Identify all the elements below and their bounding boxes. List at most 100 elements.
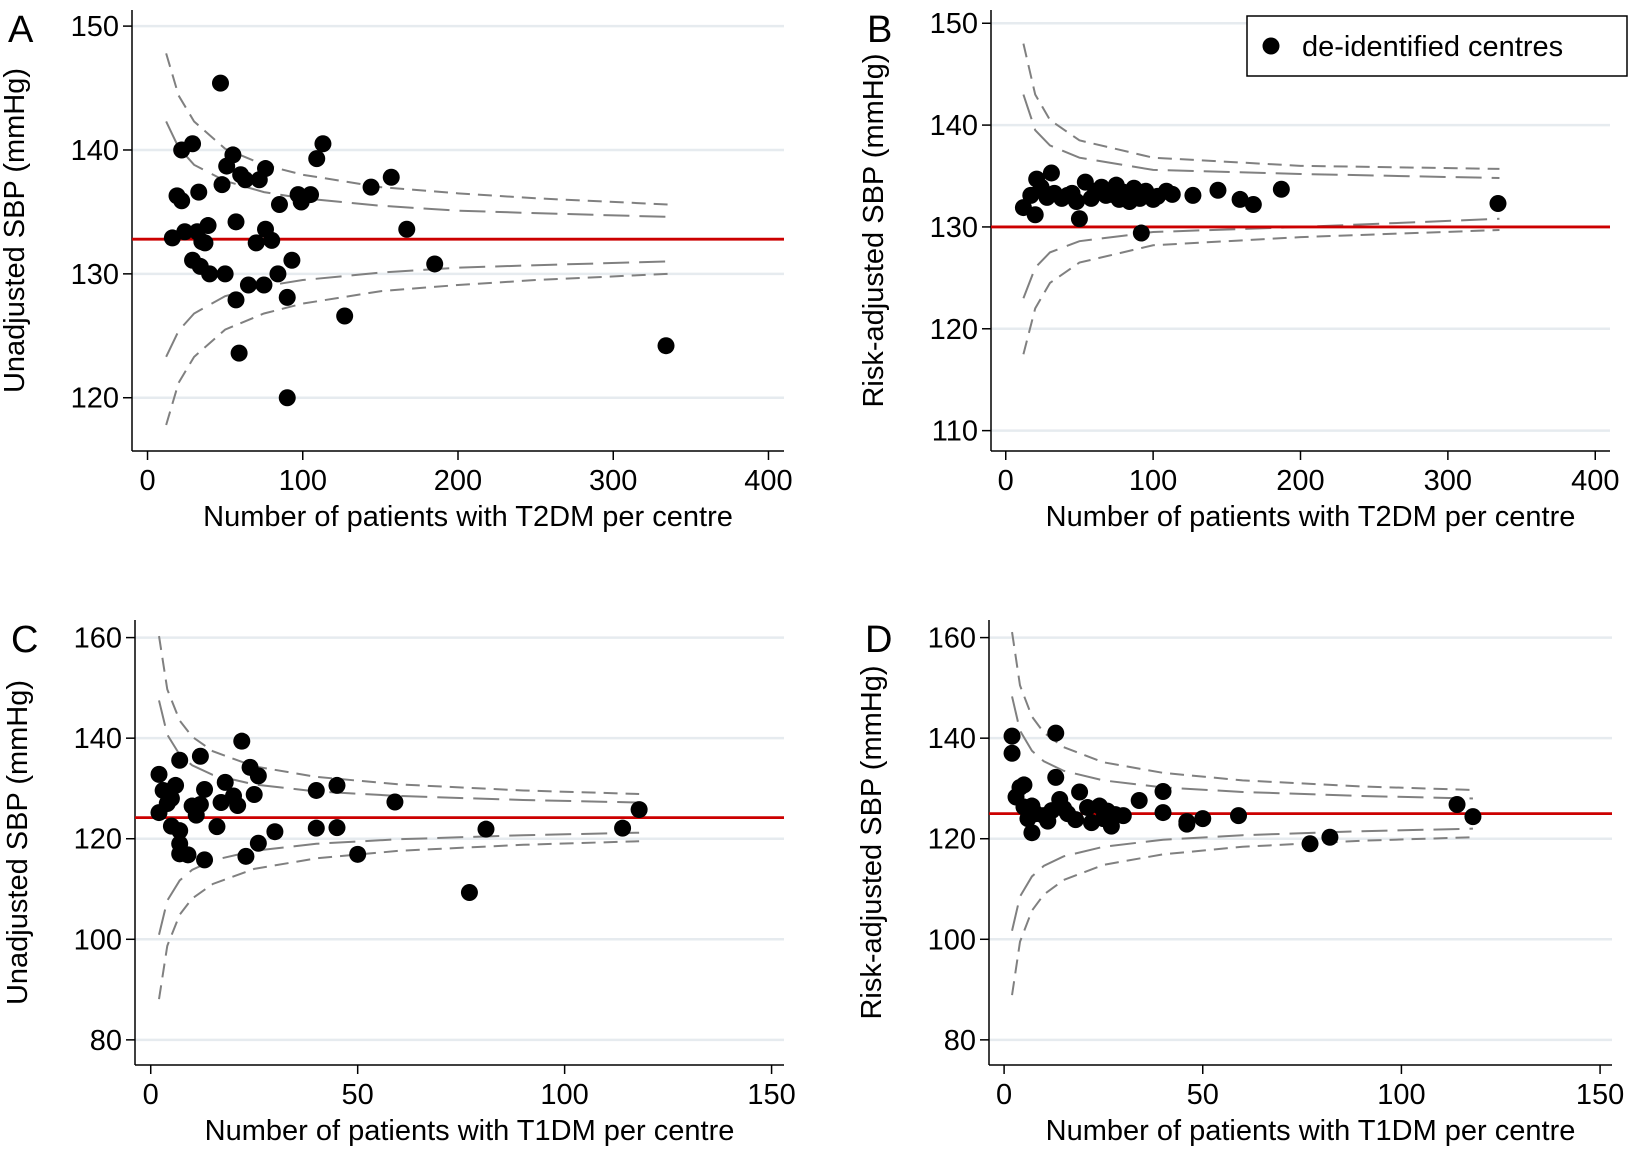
- panel: 80 100 120 140 160 0 50 100 150 C Unadjusted SBP (…: [2, 619, 796, 1147]
- data-point: [1047, 724, 1065, 742]
- control-limit: [1022, 94, 1500, 180]
- legend-box: [1246, 15, 1628, 77]
- data-point: [1178, 815, 1196, 833]
- panel-letter: A: [8, 9, 34, 51]
- panel: 110 120 130 140 150 0 100 200 300 400 BRisk-adjust…: [858, 8, 1628, 533]
- x-axis-title: Number of patients with T2DM per centre: [1046, 501, 1576, 533]
- panel-letter: C: [11, 619, 38, 661]
- data-point: [249, 834, 267, 852]
- y-tick-label: 150: [930, 8, 978, 40]
- control-limit: [165, 53, 668, 206]
- data-point: [1301, 835, 1319, 853]
- data-point: [199, 217, 217, 235]
- legend-marker: [1262, 37, 1280, 55]
- data-point: [196, 780, 214, 798]
- data-point: [213, 176, 231, 194]
- panel: 120 130 140 150 0 100 200 300 400 A Unadjusted SBP…: [0, 9, 793, 533]
- x-axis-title: Number of patients with T2DM per centre: [203, 501, 733, 533]
- data-point: [176, 223, 194, 241]
- x-axis-title: Number of patients with T1DM per centre: [1046, 1115, 1576, 1147]
- control-limit: [1022, 43, 1500, 170]
- x-tick-label: 400: [744, 465, 792, 497]
- data-point: [249, 767, 267, 785]
- y-tick-label: 130: [930, 212, 978, 244]
- x-tick-label: 50: [1187, 1079, 1219, 1111]
- data-point: [386, 793, 404, 811]
- data-point: [1272, 180, 1290, 198]
- y-axis-title: Risk-adjusted SBP (mmHg): [856, 665, 888, 1019]
- data-point: [236, 171, 254, 189]
- data-point: [1244, 196, 1262, 214]
- y-tick-label: 160: [928, 623, 976, 655]
- y-tick-label: 140: [928, 723, 976, 755]
- data-point: [196, 851, 214, 869]
- x-tick-label: 100: [1377, 1079, 1425, 1111]
- y-tick-label: 140: [74, 723, 122, 755]
- data-point: [1194, 810, 1212, 828]
- x-tick-label: 300: [589, 465, 637, 497]
- control-limit: [165, 272, 668, 426]
- data-point: [1154, 804, 1172, 822]
- y-tick-label: 120: [928, 824, 976, 856]
- data-point: [1071, 783, 1089, 801]
- y-tick-label: 120: [71, 383, 119, 415]
- data-point: [1163, 185, 1181, 203]
- data-point: [190, 183, 208, 201]
- control-limit: [1022, 217, 1500, 299]
- control-limit: [1011, 696, 1473, 800]
- data-point: [191, 796, 209, 814]
- data-point: [269, 265, 287, 283]
- data-point: [1230, 807, 1248, 825]
- y-axis-title: Unadjusted SBP (mmHg): [2, 680, 34, 1005]
- data-point: [349, 845, 367, 863]
- control-limit: [1011, 631, 1473, 791]
- control-limit: [158, 840, 640, 1000]
- data-point: [171, 751, 189, 769]
- x-tick-label: 150: [1576, 1079, 1624, 1111]
- data-point: [230, 344, 248, 362]
- control-limit: [1011, 827, 1473, 931]
- x-tick-label: 0: [139, 465, 155, 497]
- data-point: [477, 820, 495, 838]
- data-point: [336, 307, 354, 325]
- y-tick-label: 100: [74, 924, 122, 956]
- y-tick-label: 120: [930, 314, 978, 346]
- x-tick-label: 100: [279, 465, 327, 497]
- x-axis-title: Number of patients with T1DM per centre: [205, 1115, 735, 1147]
- data-point: [328, 819, 346, 837]
- data-point: [270, 195, 288, 213]
- data-point: [245, 785, 263, 803]
- data-point: [167, 776, 185, 794]
- data-point: [1154, 782, 1172, 800]
- data-point: [1023, 824, 1041, 842]
- data-point: [1184, 186, 1202, 204]
- y-axis-title: Unadjusted SBP (mmHg): [0, 68, 31, 393]
- data-point: [216, 773, 234, 791]
- data-point: [1464, 808, 1482, 826]
- x-tick-label: 100: [540, 1079, 588, 1111]
- data-point: [382, 168, 400, 186]
- x-tick-label: 0: [143, 1079, 159, 1111]
- data-point: [1003, 744, 1021, 762]
- y-tick-label: 100: [928, 924, 976, 956]
- data-point: [227, 213, 245, 231]
- y-tick-label: 140: [71, 135, 119, 167]
- x-tick-label: 50: [342, 1079, 374, 1111]
- data-point: [173, 192, 191, 210]
- y-tick-label: 130: [71, 259, 119, 291]
- data-point: [1448, 796, 1466, 814]
- data-point: [201, 265, 219, 283]
- data-point: [179, 846, 197, 864]
- data-point: [227, 291, 245, 309]
- legend-label: de-identified centres: [1302, 31, 1563, 63]
- data-point: [162, 790, 180, 808]
- panel: 80 100 120 140 160 0 50 100 150 D Risk-adjusted SB…: [856, 619, 1624, 1147]
- data-point: [1070, 210, 1088, 228]
- data-point: [211, 74, 229, 92]
- data-point: [1047, 768, 1065, 786]
- data-point: [263, 231, 281, 249]
- data-point: [307, 819, 325, 837]
- data-point: [283, 251, 301, 269]
- data-point: [237, 847, 255, 865]
